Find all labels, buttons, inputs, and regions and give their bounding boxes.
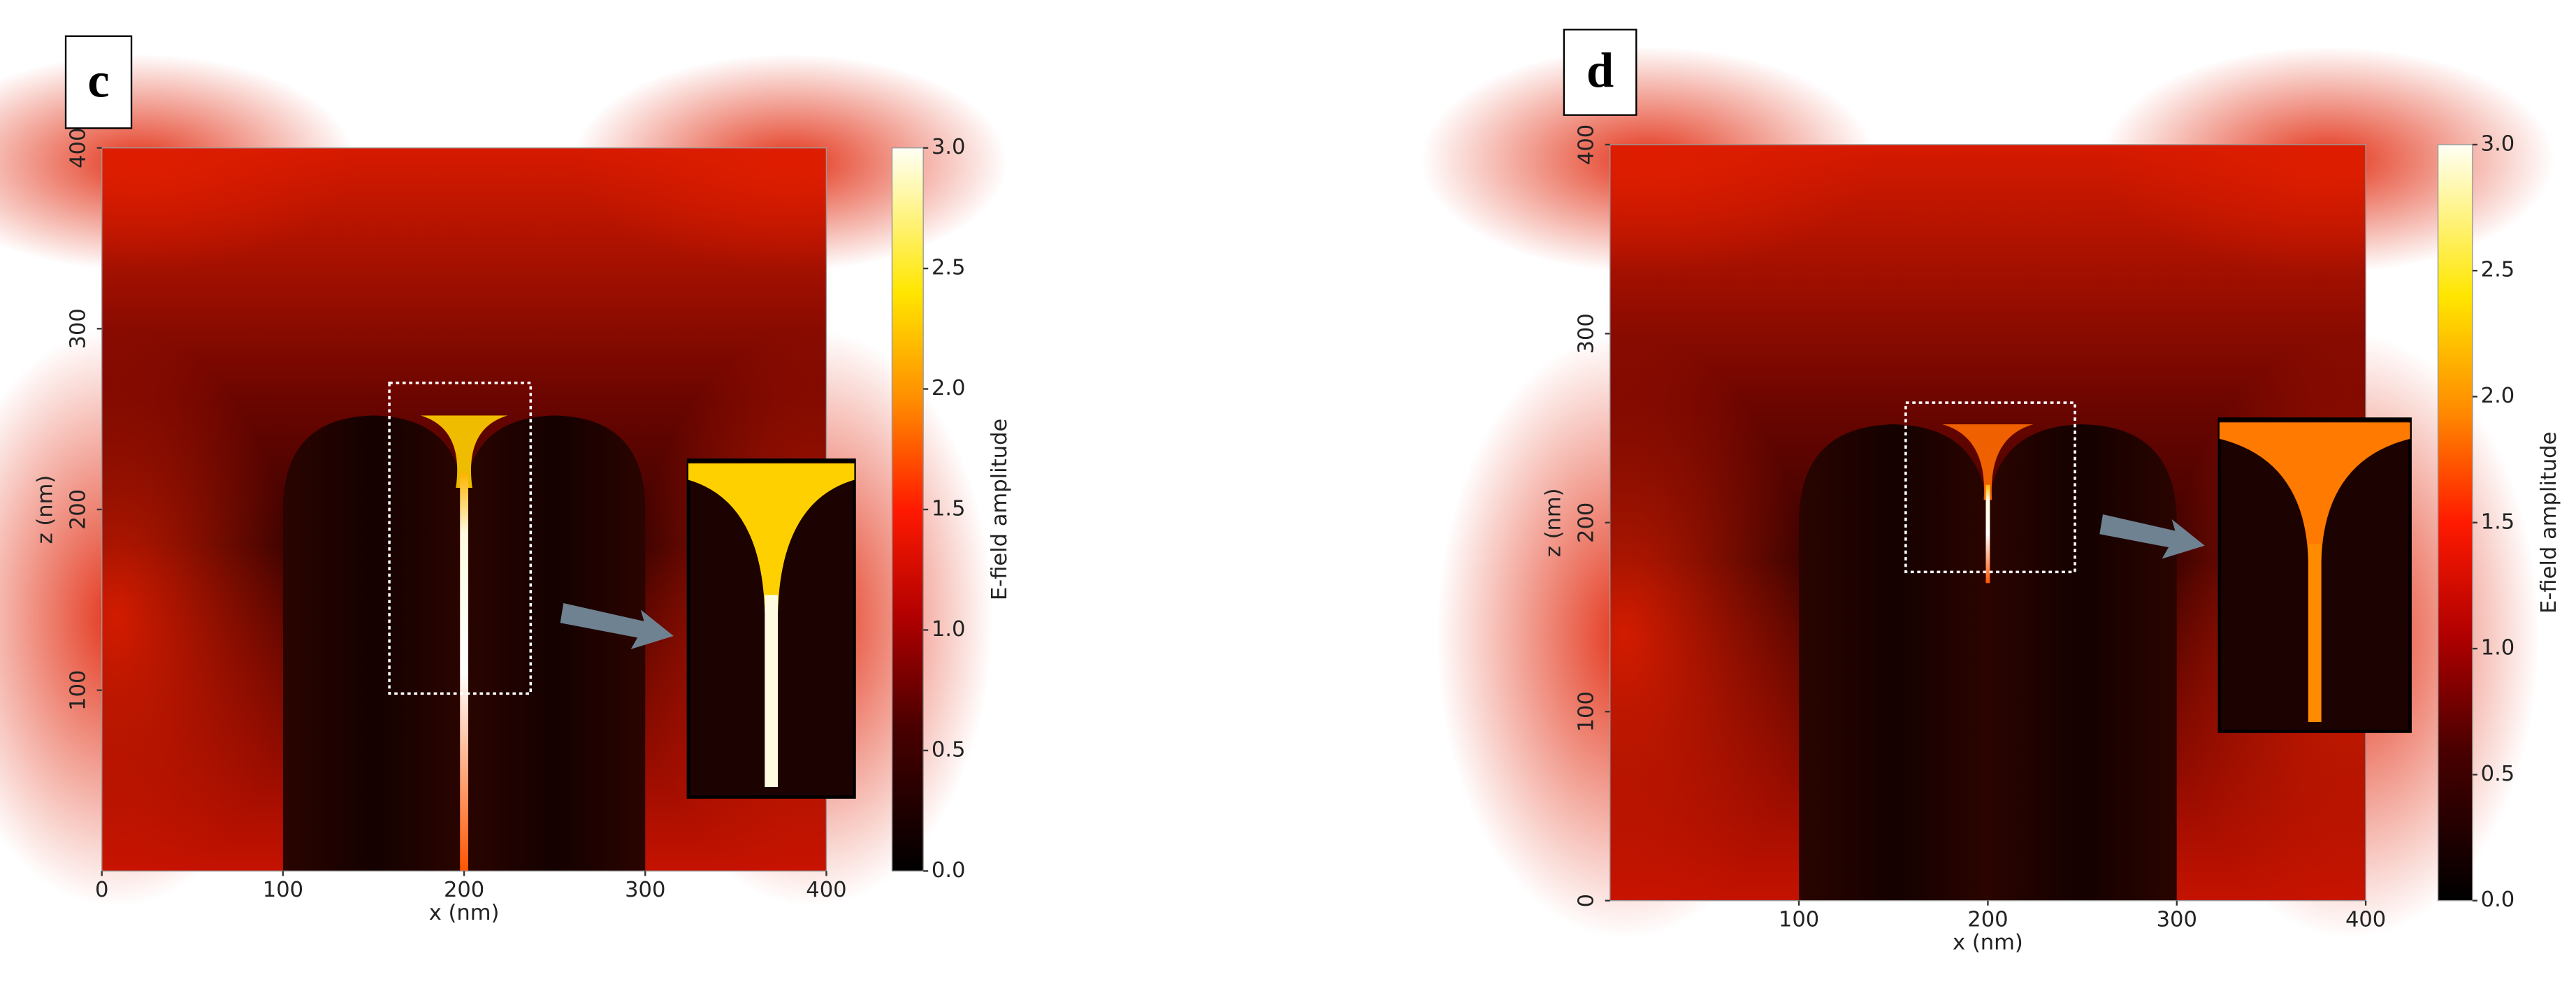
colorbar-tick-label: 1.0 bbox=[2481, 636, 2515, 660]
colorbar-tick-label: 1.0 bbox=[932, 617, 966, 642]
hotspot bbox=[1942, 424, 2034, 500]
pillar bbox=[464, 415, 646, 871]
y-tick-label: 400 bbox=[1574, 124, 1598, 165]
pillar bbox=[1799, 424, 1988, 901]
inset-hotspot bbox=[688, 463, 855, 612]
pillar bbox=[282, 415, 465, 871]
colorbar-tick-label: 0.0 bbox=[2481, 888, 2515, 912]
colorbar bbox=[891, 147, 924, 872]
pillar bbox=[1988, 424, 2177, 901]
colorbar-label: E-field amplitude bbox=[2537, 432, 2561, 614]
colorbar-tick-label: 0.0 bbox=[932, 858, 966, 883]
x-tick-label: 400 bbox=[2345, 907, 2386, 932]
zoom-box bbox=[1904, 401, 2076, 574]
colorbar-tick-label: 2.5 bbox=[2481, 258, 2515, 282]
arrow bbox=[560, 603, 674, 649]
arrow bbox=[2099, 514, 2205, 559]
panel-label-box bbox=[1563, 29, 1637, 116]
y-tick-label: 0 bbox=[1574, 894, 1598, 907]
colorbar-tick-label: 3.0 bbox=[932, 135, 966, 159]
colorbar-tick-label: 2.5 bbox=[932, 256, 966, 280]
colorbar-tick-label: 0.5 bbox=[932, 737, 966, 762]
slit bbox=[460, 473, 468, 871]
y-tick-label: 100 bbox=[1574, 691, 1598, 732]
x-tick-label: 100 bbox=[1779, 907, 1819, 932]
inset-slit bbox=[2308, 544, 2322, 723]
inset-hotspot bbox=[2219, 422, 2410, 560]
field-glow bbox=[2101, 46, 2555, 273]
colorbar-tick-label: 2.0 bbox=[932, 376, 966, 400]
x-tick-label: 0 bbox=[95, 878, 108, 902]
colorbar-tick-label: 1.5 bbox=[932, 496, 966, 521]
hotspot bbox=[420, 415, 508, 488]
x-axis-label: x (nm) bbox=[429, 901, 500, 925]
y-axis-label: z (nm) bbox=[1541, 488, 1565, 557]
colorbar-label: E-field amplitude bbox=[987, 419, 1012, 600]
field-glow bbox=[0, 328, 298, 907]
x-axis-label: x (nm) bbox=[1953, 930, 2023, 955]
y-tick-label: 300 bbox=[1574, 313, 1598, 354]
x-tick-label: 100 bbox=[263, 878, 303, 902]
field-glow bbox=[572, 54, 1008, 271]
x-tick-label: 400 bbox=[806, 878, 846, 902]
colorbar-tick-label: 2.0 bbox=[2481, 384, 2515, 408]
x-tick-label: 200 bbox=[1967, 907, 2008, 932]
panel-label: c bbox=[87, 53, 109, 108]
inset-slit bbox=[765, 595, 779, 788]
field-glow bbox=[1436, 333, 1814, 939]
colorbar-tick-label: 0.5 bbox=[2481, 762, 2515, 786]
y-axis-label: z (nm) bbox=[33, 475, 57, 544]
x-tick-label: 300 bbox=[2157, 907, 2197, 932]
y-tick-label: 100 bbox=[66, 670, 90, 711]
panel-label: d bbox=[1586, 43, 1614, 98]
x-tick-label: 300 bbox=[625, 878, 665, 902]
y-tick-label: 200 bbox=[66, 489, 90, 530]
y-tick-label: 300 bbox=[66, 308, 90, 349]
colorbar-tick-label: 3.0 bbox=[2481, 131, 2515, 156]
zoom-box bbox=[388, 382, 533, 695]
y-tick-label: 400 bbox=[66, 127, 90, 168]
y-tick-label: 200 bbox=[1574, 502, 1598, 543]
slit bbox=[1985, 484, 1990, 584]
x-tick-label: 200 bbox=[444, 878, 484, 902]
field-glow bbox=[1421, 46, 1875, 273]
colorbar bbox=[2437, 144, 2473, 902]
panel-label-box bbox=[64, 35, 133, 129]
colorbar-tick-label: 1.5 bbox=[2481, 509, 2515, 534]
